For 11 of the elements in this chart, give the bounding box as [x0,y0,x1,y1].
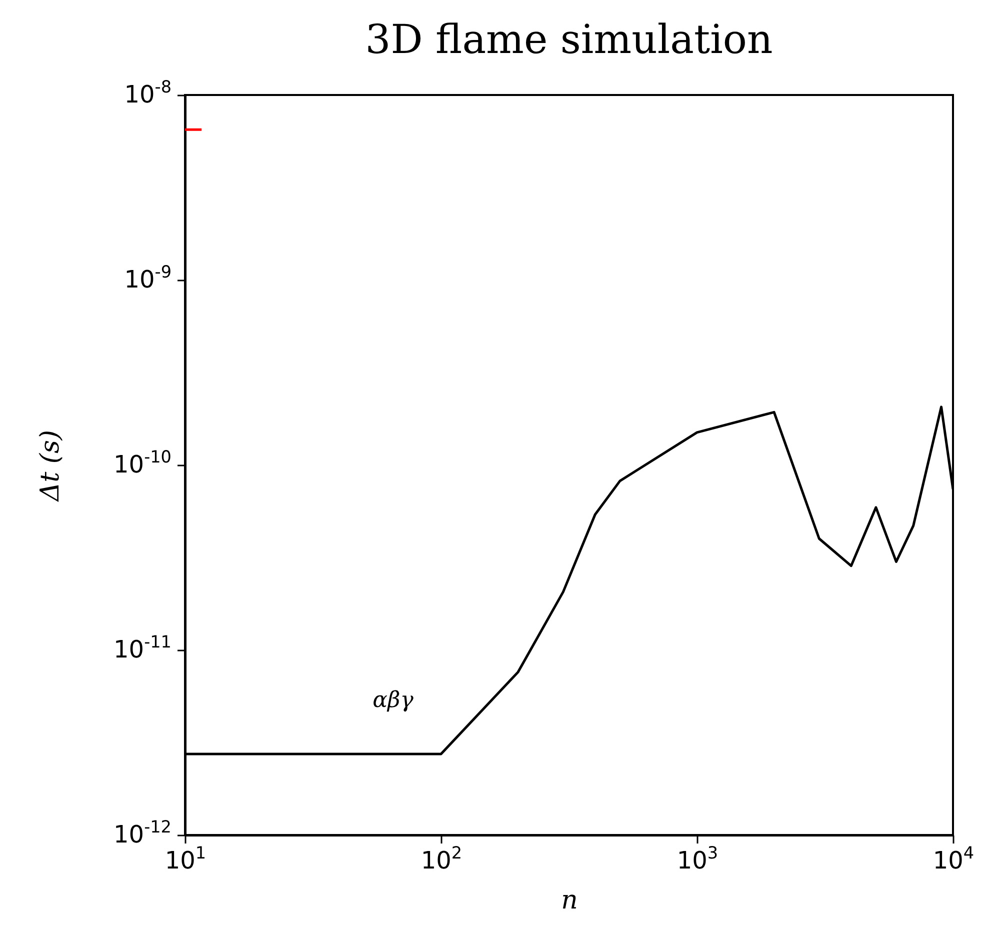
y-tick-label: 10$^{-10}$ [114,446,172,478]
x-axis-title: n [561,886,578,916]
x-tick-label: 10$^{3}$ [676,842,718,874]
y-axis-title: Δt (s) [36,430,66,502]
y-tick-label: 10$^{-11}$ [114,632,172,664]
chart-title: 3D flame simulation [365,17,773,63]
x-tick-label: 10$^{2}$ [420,842,462,874]
y-tick-label: 10$^{-9}$ [124,262,172,294]
annotation: αβγ [372,688,414,713]
y-tick-label: 10$^{-8}$ [124,76,172,108]
x-tick-label: 10$^{4}$ [932,842,974,874]
